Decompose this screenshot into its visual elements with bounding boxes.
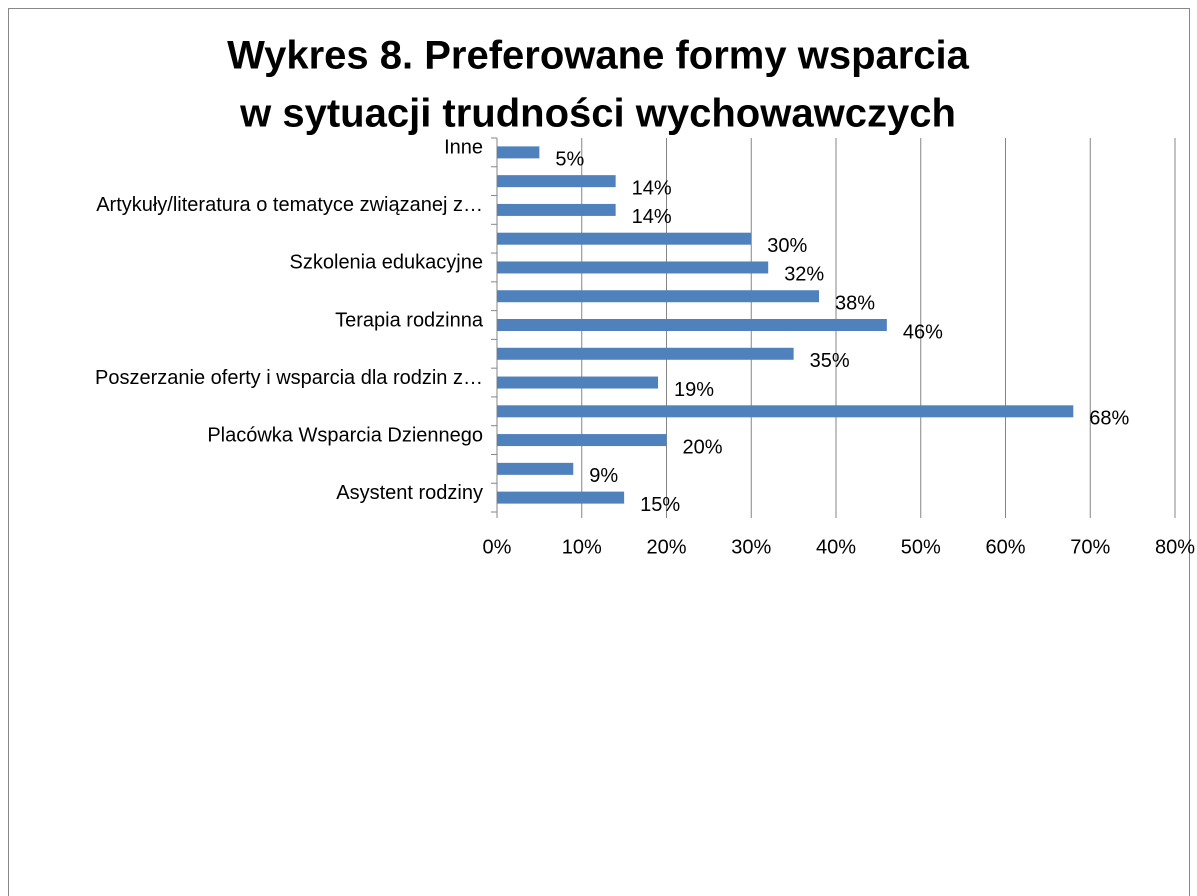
- x-tick-label: 80%: [1155, 536, 1195, 558]
- y-tick-label: Inne: [444, 137, 483, 159]
- data-label: 19%: [674, 379, 714, 401]
- data-label: 15%: [640, 494, 680, 516]
- x-tick-label: 20%: [646, 536, 686, 558]
- data-label: 9%: [589, 465, 618, 487]
- bar: [497, 290, 820, 303]
- bar: [497, 491, 625, 504]
- bar: [497, 261, 769, 274]
- bar: [497, 146, 540, 159]
- data-label: 32%: [784, 264, 824, 286]
- bar: [497, 203, 616, 216]
- x-tick-label: 30%: [731, 536, 771, 558]
- bar: [497, 347, 794, 360]
- data-label: 14%: [632, 206, 672, 228]
- x-tick-label: 50%: [901, 536, 941, 558]
- y-tick-label: Artykuły/literatura o tematyce związanej…: [96, 194, 483, 216]
- x-tick-label: 70%: [1070, 536, 1110, 558]
- data-label: 20%: [683, 436, 723, 458]
- data-label: 68%: [1089, 408, 1129, 430]
- data-label: 30%: [767, 235, 807, 257]
- bar: [497, 232, 752, 245]
- y-tick-label: Terapia rodzinna: [335, 309, 484, 331]
- y-tick-label: Placówka Wsparcia Dziennego: [207, 424, 483, 446]
- bar: [497, 319, 887, 331]
- x-tick-label: 60%: [985, 536, 1025, 558]
- data-label: 46%: [903, 321, 943, 343]
- x-tick-label: 40%: [816, 536, 856, 558]
- y-tick-label: Asystent rodziny: [336, 482, 483, 504]
- chart-frame: [8, 8, 1190, 896]
- data-label: 35%: [810, 350, 850, 372]
- bar: [497, 462, 574, 475]
- bar: [497, 434, 667, 447]
- data-label: 38%: [835, 293, 875, 315]
- x-tick-label: 0%: [483, 536, 512, 558]
- data-label: 5%: [555, 149, 584, 171]
- bar: [497, 376, 659, 389]
- y-tick-label: Poszerzanie oferty i wsparcia dla rodzin…: [95, 367, 483, 389]
- chart-title: w sytuacji trudności wychowawczych: [239, 92, 956, 136]
- y-tick-label: Szkolenia edukacyjne: [290, 252, 483, 274]
- x-tick-label: 10%: [562, 536, 602, 558]
- bar: [497, 175, 616, 188]
- data-label: 14%: [632, 177, 672, 199]
- chart-title: Wykres 8. Preferowane formy wsparcia: [227, 34, 970, 78]
- bar: [497, 405, 1074, 418]
